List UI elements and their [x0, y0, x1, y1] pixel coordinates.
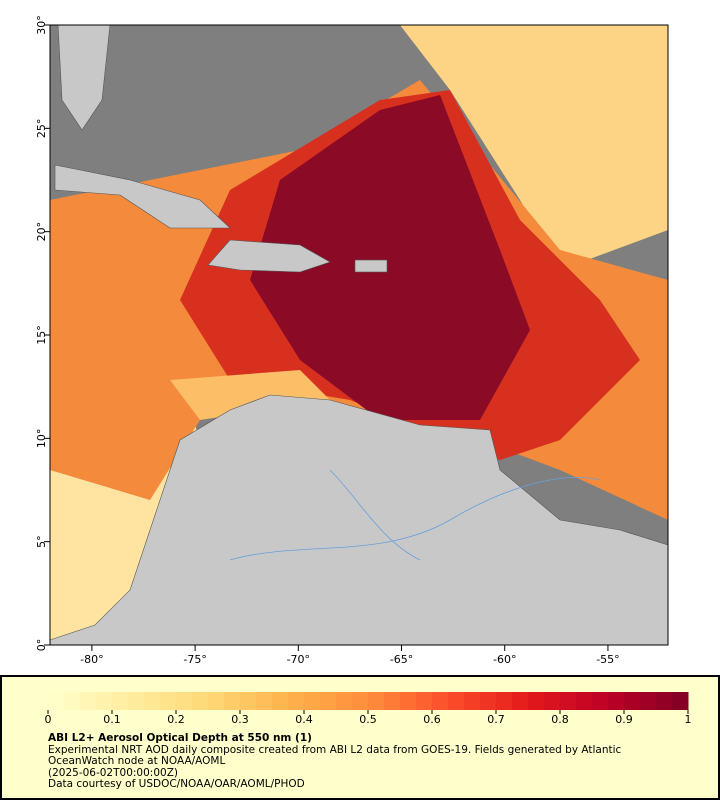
colorbar-cell	[672, 692, 689, 710]
colorbar-cell	[464, 692, 481, 710]
colorbar-cell	[256, 692, 273, 710]
x-tick-label: -80°	[80, 653, 103, 666]
colorbar-cell	[496, 692, 513, 710]
colorbar-tick-label: 0.6	[423, 713, 441, 726]
colorbar-cell	[48, 692, 65, 710]
colorbar-cell	[400, 692, 417, 710]
colorbar-cell	[592, 692, 609, 710]
colorbar-cell	[576, 692, 593, 710]
colorbar-cell	[128, 692, 145, 710]
aod-very-high	[250, 95, 530, 420]
colorbar-cell	[240, 692, 257, 710]
x-tick-label: -70°	[287, 653, 310, 666]
colorbar-tick-label: 0.3	[231, 713, 249, 726]
y-tick-label: 0°	[35, 639, 48, 652]
colorbar-cell	[208, 692, 225, 710]
aod-low	[400, 25, 668, 270]
colorbar-cell	[480, 692, 497, 710]
colorbar-cell	[288, 692, 305, 710]
land	[49, 24, 669, 646]
colorbar-tick-label: 1	[685, 713, 692, 726]
rivers	[229, 469, 601, 561]
colorbar-tick-label: 0.4	[295, 713, 313, 726]
caption-title: ABI L2+ Aerosol Optical Depth at 550 nm …	[48, 732, 312, 744]
x-tick-label: -60°	[493, 653, 516, 666]
y-tick-label: 10°	[35, 429, 48, 449]
colorbar-cell	[272, 692, 289, 710]
colorbar-cell	[352, 692, 369, 710]
colorbar-tick-label: 0.7	[487, 713, 505, 726]
colorbar-cell	[96, 692, 113, 710]
colorbar-cell	[144, 692, 161, 710]
colorbar-cell	[192, 692, 209, 710]
colorbar-cell	[608, 692, 625, 710]
caption-credit: Data courtesy of USDOC/NOAA/OAR/AOML/PHO…	[48, 778, 305, 790]
colorbar-cell	[512, 692, 529, 710]
colorbar-cell	[176, 692, 193, 710]
colorbar-cell	[112, 692, 129, 710]
colorbar-cell	[320, 692, 337, 710]
colorbar-cell	[64, 692, 81, 710]
caption-time: (2025-06-02T00:00:00Z)	[48, 766, 178, 779]
caption: ABI L2+ Aerosol Optical Depth at 550 nm …	[48, 732, 678, 791]
x-tick-label: -55°	[596, 653, 619, 666]
colorbar-cell	[304, 692, 321, 710]
y-tick-label: 30°	[35, 15, 48, 35]
colorbar-cell	[224, 692, 241, 710]
y-tick-label: 20°	[35, 222, 48, 242]
colorbar-tick-label: 0.5	[359, 713, 377, 726]
caption-description: Experimental NRT AOD daily composite cre…	[48, 743, 622, 767]
colorbar-tick-label: 0.2	[167, 713, 185, 726]
colorbar-tick-label: 0.9	[615, 713, 633, 726]
colorbar-cell	[336, 692, 353, 710]
colorbar-tick-label: 0	[45, 713, 52, 726]
colorbar-cell	[528, 692, 545, 710]
colorbar-cell	[656, 692, 673, 710]
colorbar-cell	[448, 692, 465, 710]
colorbar-cell	[432, 692, 449, 710]
colorbar-cell	[80, 692, 97, 710]
colorbar-cell	[160, 692, 177, 710]
y-tick-label: 5°	[35, 535, 48, 548]
x-tick-label: -65°	[390, 653, 413, 666]
y-tick-label: 25°	[35, 119, 48, 139]
y-tick-label: 15°	[35, 325, 48, 345]
x-tick-label: -75°	[183, 653, 206, 666]
colorbar-cell	[560, 692, 577, 710]
map: -80° -75° -70° -65° -60° -55° 0° 5° 10° 15° 20° 25°…	[35, 15, 692, 726]
colorbar-cell	[624, 692, 641, 710]
colorbar-cell	[544, 692, 561, 710]
colorbar-tick-label: 0.8	[551, 713, 569, 726]
colorbar-cell	[640, 692, 657, 710]
colorbar-tick-label: 0.1	[103, 713, 121, 726]
colorbar-cell	[416, 692, 433, 710]
aod-mid-low	[170, 370, 330, 420]
colorbar-cell	[368, 692, 385, 710]
colorbar-cell	[384, 692, 401, 710]
